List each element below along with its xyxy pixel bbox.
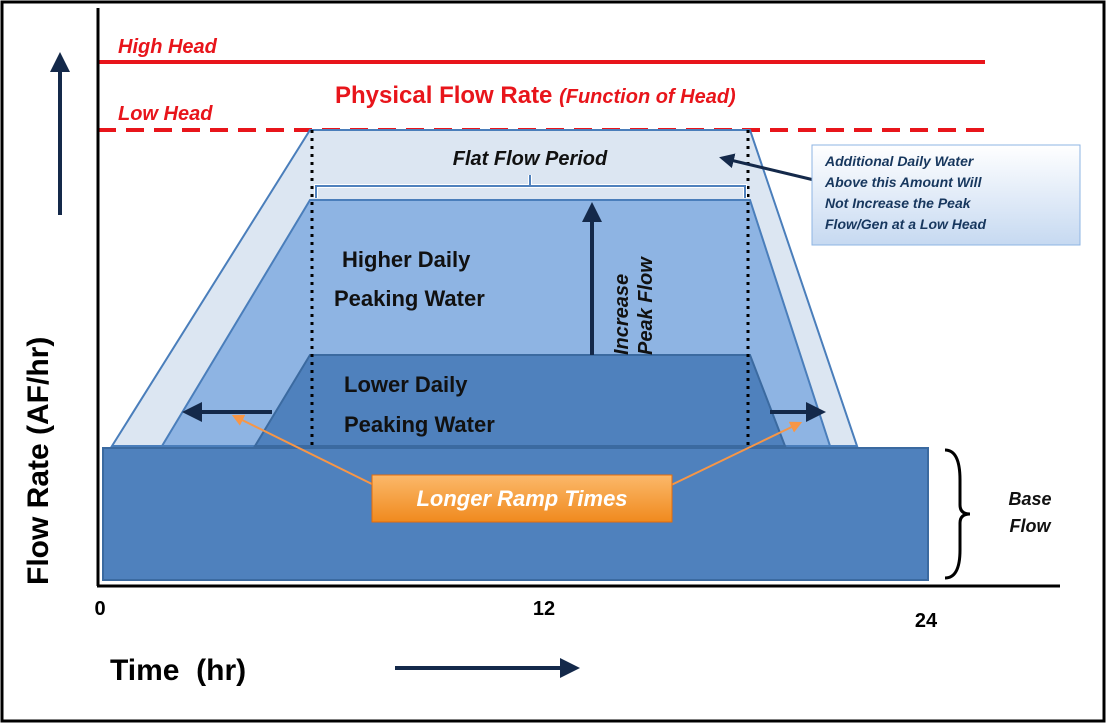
- label: Base: [1008, 489, 1051, 509]
- label: Longer Ramp Times: [416, 486, 627, 511]
- y-axis-label: Flow Rate (AF/hr): [22, 337, 55, 585]
- arrow: [664, 421, 803, 489]
- label: Physical Flow Rate: [335, 82, 552, 109]
- label: Flow: [1010, 516, 1052, 536]
- label: Lower Daily: [344, 372, 468, 397]
- label: Peaking Water: [334, 286, 485, 311]
- ramp-box: [371, 474, 673, 523]
- callout-box: [811, 144, 1081, 246]
- label: Not Increase the Peak: [825, 195, 972, 211]
- x-tick-label: 24: [915, 610, 938, 632]
- label: Above this Amount Will: [824, 174, 983, 190]
- label: (Function of Head): [559, 86, 736, 108]
- label: Higher Daily: [342, 247, 471, 272]
- label: Additional Daily Water: [824, 153, 975, 169]
- label: Peak Flow: [635, 256, 657, 355]
- x-axis-label: Time (hr): [110, 654, 246, 687]
- brace: [944, 448, 971, 580]
- x-tick-label: 12: [533, 598, 555, 620]
- arrow: [231, 414, 381, 489]
- title: Physical Flow Rate (Function of Head): [335, 82, 736, 109]
- label: Peaking Water: [344, 412, 495, 437]
- x-tick-label: 0: [94, 598, 105, 620]
- label: Low Head: [118, 103, 213, 125]
- label: High Head: [118, 36, 218, 58]
- label: Flow/Gen at a Low Head: [825, 216, 986, 232]
- lower-area: [253, 354, 787, 447]
- bracket: [315, 175, 746, 198]
- label: Increase: [611, 274, 633, 355]
- label: Flat Flow Period: [453, 148, 608, 170]
